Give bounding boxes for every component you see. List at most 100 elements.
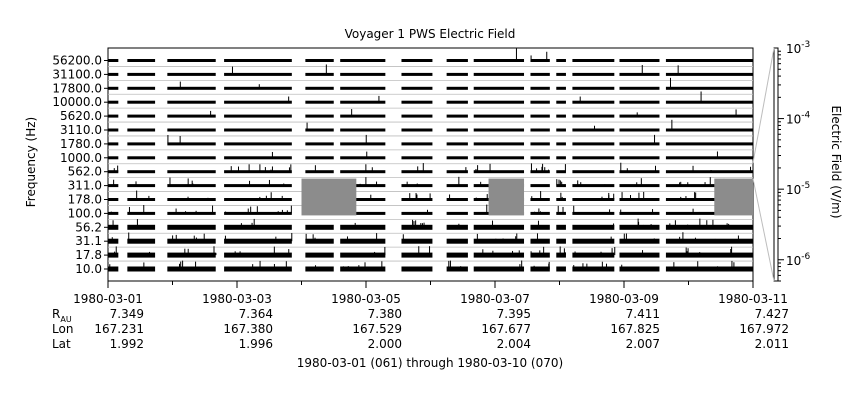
emission-spike xyxy=(117,165,119,172)
emission-spike xyxy=(476,233,478,242)
channel-band xyxy=(127,72,156,76)
emission-spike xyxy=(110,211,112,214)
channel-band xyxy=(224,252,292,258)
emission-spike xyxy=(586,240,588,242)
channel-band xyxy=(305,266,334,272)
emission-spike xyxy=(179,81,181,89)
channel-band xyxy=(340,224,386,230)
ephemeris-value: 167.972 xyxy=(739,322,789,336)
y-tick-label: 17800.0 xyxy=(52,81,102,95)
channel-band xyxy=(556,142,566,146)
emission-spike xyxy=(288,249,290,256)
emission-spike xyxy=(422,163,424,172)
channel-band xyxy=(556,211,566,215)
y-tick-label: 56.2 xyxy=(75,220,102,234)
ephemeris-value: 7.349 xyxy=(110,307,144,321)
channel-band xyxy=(556,59,566,62)
channel-band xyxy=(665,128,753,132)
y-tick-label: 178.0 xyxy=(68,193,102,207)
emission-spike xyxy=(167,134,169,144)
emission-spike xyxy=(384,246,386,256)
emission-spike xyxy=(253,218,255,228)
ephemeris-value: 2.007 xyxy=(626,337,660,351)
channel-band xyxy=(127,100,156,104)
emission-spike xyxy=(270,192,272,200)
emission-spike xyxy=(187,248,189,256)
channel-band xyxy=(305,114,334,118)
emission-spike xyxy=(179,136,181,144)
plot-area: 56200.031100.017800.010000.05620.03110.0… xyxy=(52,40,811,351)
emission-spike xyxy=(342,266,344,269)
emission-spike xyxy=(271,166,273,172)
ephemeris-sub: AU xyxy=(60,315,71,324)
channel-band xyxy=(167,114,216,118)
emission-spike xyxy=(542,163,544,172)
emission-spike xyxy=(636,182,638,186)
channel-band xyxy=(572,238,615,244)
emission-spike xyxy=(564,252,566,256)
channel-band xyxy=(572,224,615,230)
emission-spike xyxy=(486,204,488,214)
emission-spike xyxy=(365,177,367,186)
channel-band xyxy=(167,252,216,258)
emission-spike xyxy=(283,183,285,186)
plot-frame xyxy=(107,47,754,282)
emission-spike xyxy=(169,177,171,186)
emission-spike xyxy=(548,263,550,269)
channel-band xyxy=(665,170,753,174)
y-tick-label: 17.8 xyxy=(75,248,102,262)
emission-spike xyxy=(315,265,317,269)
emission-spike xyxy=(128,232,130,242)
emission-spike xyxy=(621,192,623,200)
emission-spike xyxy=(276,198,278,200)
emission-spike xyxy=(728,225,730,228)
emission-spike xyxy=(673,239,675,242)
emission-spike xyxy=(381,261,383,269)
emission-spike xyxy=(178,263,180,269)
channel-band xyxy=(665,211,753,215)
emission-spike xyxy=(290,164,292,172)
emission-spike xyxy=(249,180,251,186)
emission-spike xyxy=(380,253,382,256)
emission-spike xyxy=(373,212,375,214)
channel-band xyxy=(305,252,334,258)
channel-band xyxy=(305,156,334,160)
emission-spike xyxy=(530,55,532,61)
y-tick-label: 562.0 xyxy=(68,165,102,179)
channel-band xyxy=(473,100,525,104)
channel-band xyxy=(446,170,468,174)
emission-spike xyxy=(477,165,479,172)
channel-band xyxy=(473,170,525,174)
emission-spike xyxy=(277,211,279,214)
channel-band xyxy=(127,238,156,244)
channel-band xyxy=(127,211,156,215)
emission-spike xyxy=(621,264,623,269)
emission-spike xyxy=(135,181,137,186)
channel-band xyxy=(108,266,119,272)
channel-band xyxy=(127,266,156,272)
emission-spike xyxy=(714,238,716,242)
emission-spike xyxy=(195,261,197,269)
channel-band xyxy=(224,170,292,174)
channel-band xyxy=(108,198,119,201)
emission-spike xyxy=(449,260,451,269)
emission-spike xyxy=(687,224,689,228)
emission-spike xyxy=(376,181,378,186)
emission-spike xyxy=(143,262,145,269)
emission-spike xyxy=(452,240,454,242)
channel-band xyxy=(446,211,468,215)
emission-spike xyxy=(518,250,520,256)
channel-band xyxy=(340,170,386,174)
channel-band xyxy=(224,266,292,272)
channel-band xyxy=(446,59,468,62)
emission-spike xyxy=(620,209,622,214)
emission-spike xyxy=(540,191,542,200)
channel-band xyxy=(305,72,334,76)
emission-spike xyxy=(464,239,466,242)
emission-spike xyxy=(347,266,349,269)
emission-spike xyxy=(674,220,676,228)
emission-spike xyxy=(638,192,640,200)
emission-spike xyxy=(652,209,654,214)
colorbar-tick-exponent: -3 xyxy=(801,40,810,50)
channel-band xyxy=(619,128,660,132)
